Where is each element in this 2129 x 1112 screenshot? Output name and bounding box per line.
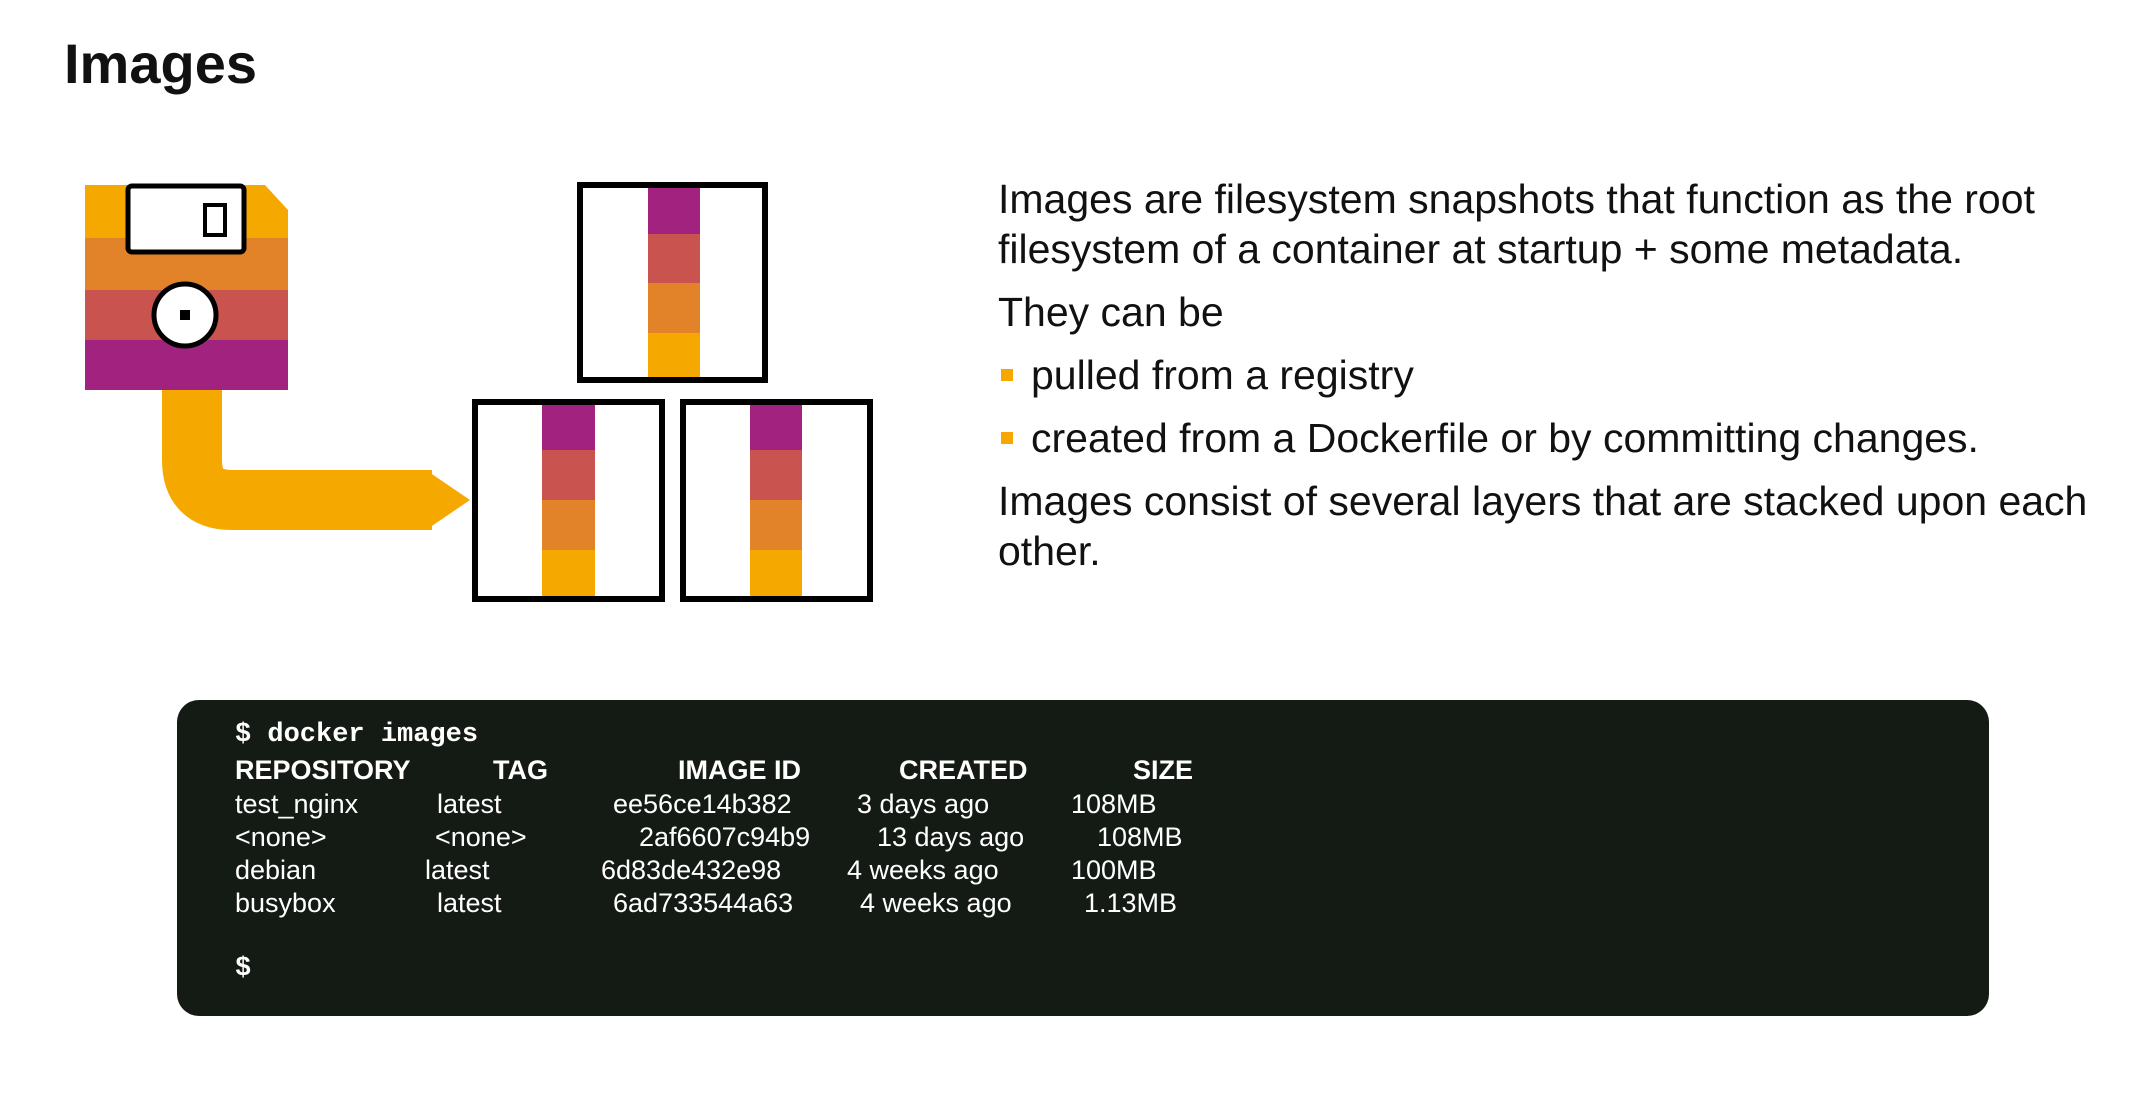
floppy-disk-icon xyxy=(85,183,288,390)
table-cell-tag: latest xyxy=(437,888,502,918)
list-item-label: created from a Dockerfile or by committi… xyxy=(1031,415,1979,461)
table-cell-image-id: 6ad733544a63 xyxy=(613,888,794,918)
table-cell-created: 4 weeks ago xyxy=(847,855,999,885)
slide-title: Images xyxy=(64,32,257,95)
table-cell-created: 3 days ago xyxy=(857,789,990,819)
column-header-tag: TAG xyxy=(493,755,548,785)
table-cell-tag: latest xyxy=(425,855,490,885)
table-cell-repository: <none> xyxy=(235,822,327,852)
table-cell-tag: <none> xyxy=(435,822,527,852)
image-layers-illustration xyxy=(85,182,873,602)
table-cell-tag: latest xyxy=(437,789,502,819)
table-cell-created: 4 weeks ago xyxy=(860,888,1012,918)
table-cell-size: 108MB xyxy=(1097,822,1183,852)
table-cell-image-id: 2af6607c94b9 xyxy=(639,822,811,852)
container-bottom-left xyxy=(472,399,665,602)
table-cell-size: 108MB xyxy=(1071,789,1157,819)
container-stack-icon xyxy=(472,182,873,602)
bullet-icon xyxy=(1001,369,1013,381)
sources-list: pulled from a registry created from a Do… xyxy=(998,350,2098,463)
terminal-command: $ docker images xyxy=(235,720,479,750)
table-cell-repository: debian xyxy=(235,855,317,885)
description-text: Images are filesystem snapshots that fun… xyxy=(998,174,2098,589)
column-header-size: SIZE xyxy=(1133,755,1194,785)
list-item: pulled from a registry xyxy=(998,350,2098,400)
list-item: created from a Dockerfile or by committi… xyxy=(998,413,2098,463)
intro-paragraph: Images are filesystem snapshots that fun… xyxy=(998,176,2035,272)
sources-lead: They can be xyxy=(998,289,1224,335)
table-cell-created: 13 days ago xyxy=(877,822,1025,852)
table-cell-size: 100MB xyxy=(1071,855,1157,885)
terminal-prompt[interactable]: $ xyxy=(235,954,252,984)
bullet-icon xyxy=(1001,432,1013,444)
container-bottom-right xyxy=(680,399,873,602)
table-cell-size: 1.13MB xyxy=(1084,888,1178,918)
column-header-image-id: IMAGE ID xyxy=(678,755,802,785)
column-header-repository: REPOSITORY xyxy=(235,755,411,785)
container-top xyxy=(577,182,768,383)
table-cell-image-id: 6d83de432e98 xyxy=(601,855,782,885)
list-item-label: pulled from a registry xyxy=(1031,352,1414,398)
column-header-created: CREATED xyxy=(899,755,1028,785)
table-cell-repository: test_nginx xyxy=(235,789,359,819)
pipe-arrow-icon xyxy=(162,385,470,530)
terminal-window: $ docker images REPOSITORY TAG IMAGE ID … xyxy=(177,700,1989,1016)
table-cell-image-id: ee56ce14b382 xyxy=(613,789,792,819)
table-cell-repository: busybox xyxy=(235,888,336,918)
layers-note: Images consist of several layers that ar… xyxy=(998,478,2088,574)
